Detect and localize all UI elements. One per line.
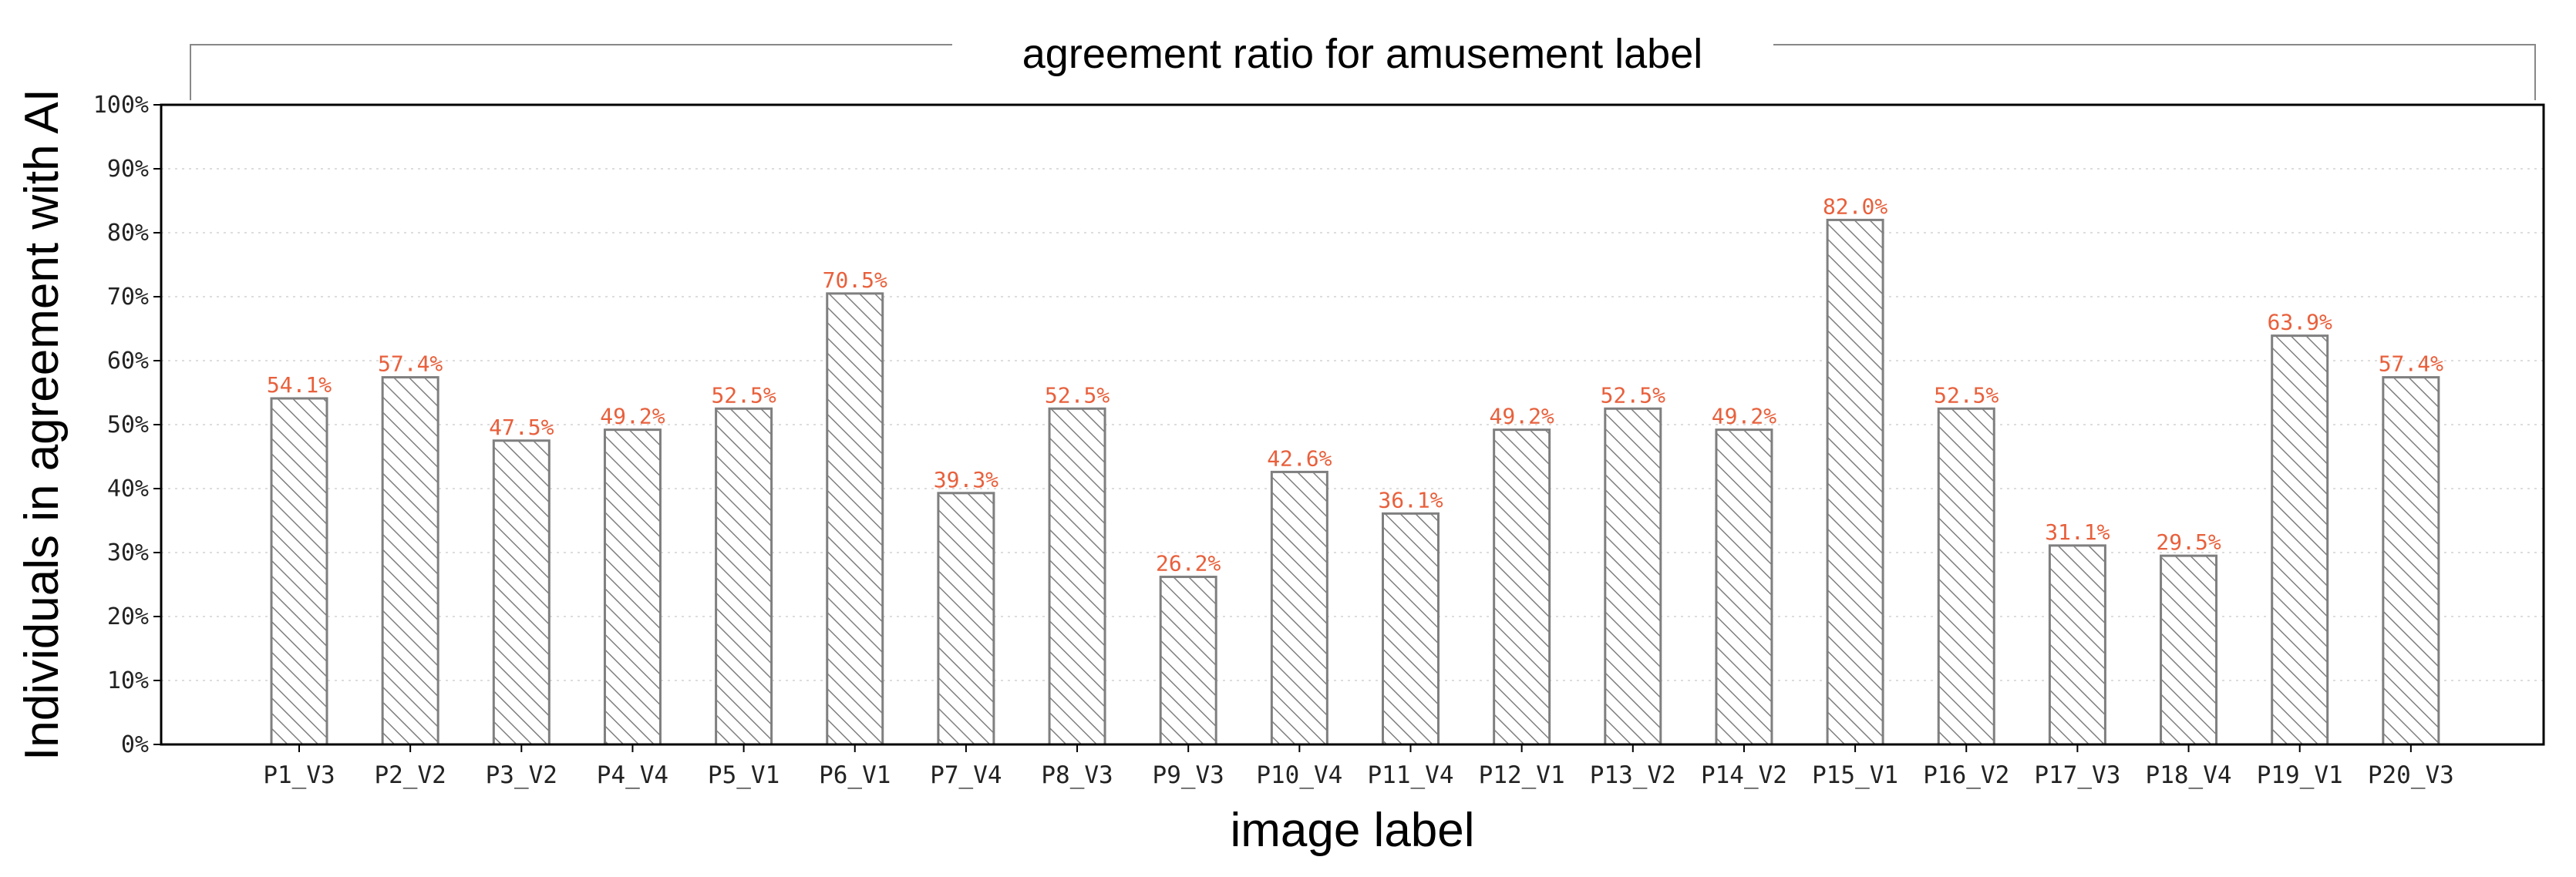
bar-value-label: 52.5%	[1934, 382, 1999, 408]
x-tick-label: P6_V1	[819, 761, 891, 789]
x-tick-label: P11_V4	[1368, 761, 1454, 789]
bar-value-label: 31.1%	[2045, 519, 2110, 545]
y-tick-label: 60%	[107, 348, 149, 375]
bar-value-label: 63.9%	[2268, 310, 2332, 335]
bar	[1715, 428, 1773, 746]
y-tick-label: 90%	[107, 156, 149, 183]
bar	[2160, 554, 2218, 746]
bar-value-label: 36.1%	[1378, 487, 1443, 512]
bar	[2271, 334, 2329, 746]
bar-value-label: 57.4%	[378, 351, 443, 377]
bar	[1493, 428, 1551, 746]
bar	[1382, 512, 1440, 746]
y-tick-label: 70%	[107, 284, 149, 311]
bar	[2382, 376, 2440, 746]
bar-value-label: 82.0%	[1823, 193, 1887, 219]
x-ticks: P1_V3 P2_V2 P3_V2 P4_V4 P5_V1 P6_V1 P7_V4 P8_V3…	[263, 744, 2454, 789]
bar	[1048, 407, 1106, 746]
bar	[381, 376, 439, 746]
bar-value-label: 39.3%	[934, 467, 998, 492]
y-tick-label: 10%	[107, 667, 149, 694]
y-tick-label: 100%	[93, 92, 149, 119]
bar-value-label: 49.2%	[1712, 404, 1776, 429]
bar	[492, 439, 551, 746]
x-tick-label: P15_V1	[1812, 761, 1898, 789]
bar-value-label: 52.5%	[711, 382, 776, 408]
x-tick-label: P7_V4	[930, 761, 1002, 789]
x-tick-label: P14_V2	[1701, 761, 1787, 789]
bar-value-label: 52.5%	[1601, 382, 1665, 408]
bar-value-label: 49.2%	[600, 404, 665, 429]
x-tick-label: P18_V4	[2146, 761, 2232, 789]
bar	[2048, 544, 2106, 746]
bar-value-label: 52.5%	[1045, 382, 1110, 408]
bar	[826, 292, 884, 746]
bar	[715, 407, 773, 746]
x-tick-label: P16_V2	[1923, 761, 2009, 789]
x-tick-label: P13_V2	[1590, 761, 1676, 789]
bar	[603, 428, 662, 746]
y-tick-label: 40%	[107, 475, 149, 502]
bar-value-label: 42.6%	[1267, 445, 1332, 471]
x-tick-label: P20_V3	[2368, 761, 2454, 789]
x-tick-label: P4_V4	[597, 761, 668, 789]
bar-value-label: 47.5%	[489, 415, 554, 440]
y-axis-title: Individuals in agreement with AI	[15, 89, 69, 761]
x-tick-label: P19_V1	[2257, 761, 2343, 789]
bar	[1604, 407, 1662, 746]
x-tick-label: P5_V1	[708, 761, 780, 789]
bar-value-label: 29.5%	[2156, 529, 2221, 555]
x-tick-label: P8_V3	[1041, 761, 1113, 789]
bar	[1937, 407, 1995, 746]
bar	[1270, 470, 1328, 746]
x-tick-label: P2_V2	[374, 761, 446, 789]
bars	[270, 218, 2440, 746]
x-tick-label: P17_V3	[2034, 761, 2120, 789]
value-labels: 54.1% 57.4% 47.5% 49.2% 52.5% 70.5% 39.3% 52.5%…	[267, 193, 2443, 576]
x-axis-title: image label	[1230, 804, 1474, 857]
bar-value-label: 70.5%	[823, 267, 887, 293]
grid	[161, 168, 2544, 681]
x-tick-label: P3_V2	[486, 761, 557, 789]
y-tick-label: 20%	[107, 603, 149, 630]
x-tick-label: P12_V1	[1479, 761, 1565, 789]
y-tick-label: 0%	[121, 731, 149, 758]
bar	[1826, 218, 1884, 746]
title-bracket	[190, 44, 2536, 100]
x-tick-label: P10_V4	[1256, 761, 1342, 789]
bar-value-label: 54.1%	[267, 372, 332, 398]
bar	[270, 397, 328, 746]
bar-value-label: 57.4%	[2379, 351, 2443, 377]
bar	[1159, 576, 1217, 746]
bar	[937, 492, 995, 746]
x-tick-label: P9_V3	[1153, 761, 1224, 789]
y-tick-label: 50%	[107, 412, 149, 438]
y-tick-label: 80%	[107, 220, 149, 247]
chart-title: agreement ratio for amusement label	[1022, 31, 1702, 77]
bar-value-label: 49.2%	[1490, 404, 1554, 429]
y-ticks: 0% 10% 20% 30% 40% 50% 60% 70% 80% 90% 100%	[93, 92, 161, 758]
plot-frame	[160, 103, 2545, 746]
y-tick-label: 30%	[107, 539, 149, 566]
x-tick-label: P1_V3	[263, 761, 335, 789]
bar-value-label: 26.2%	[1156, 551, 1221, 576]
